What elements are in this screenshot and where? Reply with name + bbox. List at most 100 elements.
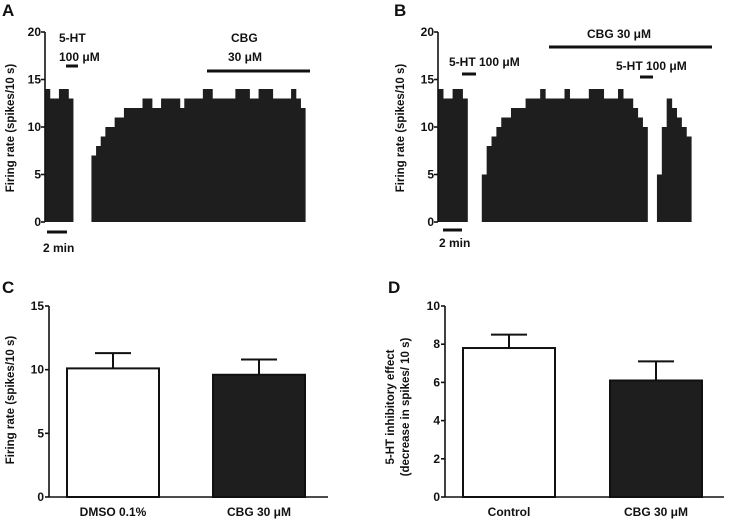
panel-d-y-tick-label: 6: [433, 375, 440, 389]
panel-a-rate-bin: [198, 98, 204, 222]
panel-d-y-tick-label: 10: [427, 299, 441, 313]
panel-a-rate-bin: [258, 89, 264, 222]
panel-c: C 0 5 10 15 Firing rate (spikes/10 s) DMSO …: [2, 278, 328, 519]
panel-b-rate-bin: [545, 98, 551, 222]
panel-b-rate-bin: [525, 98, 532, 222]
panel-a-rate-bin: [277, 98, 283, 222]
panel-d-x-category-label: CBG 30 μM: [624, 505, 688, 519]
panel-c-letter: C: [2, 278, 14, 297]
panel-a-rate-bin: [175, 98, 181, 222]
panel-a-rate-bin: [96, 146, 102, 222]
panel-b-rate-bin: [491, 136, 497, 222]
panel-b-rate-bin: [540, 89, 546, 222]
panel-c-x-category-label: DMSO 0.1%: [80, 505, 147, 519]
panel-b-rate-bin: [452, 89, 459, 222]
panel-a-rate-bin: [58, 89, 65, 222]
panel-a-rate-bin: [184, 98, 190, 222]
panel-a-y-tick-label: 10: [28, 120, 42, 134]
panel-a-rate-bin: [249, 98, 255, 222]
panel-b-rate-bin: [676, 117, 682, 222]
panel-b-rate-bin: [559, 98, 566, 222]
panel-d-bar-1: [462, 347, 556, 498]
panel-a-rate-bin: [267, 89, 274, 222]
panel-a-rate-bin: [272, 98, 278, 222]
panel-b-rate-bin: [593, 89, 600, 222]
panel-b-rate-bin: [627, 98, 634, 222]
panel-a-rate-bin: [156, 108, 162, 222]
panel-a-rate-bin: [207, 89, 213, 222]
panel-b-y-tick-label: 5: [427, 168, 434, 182]
panel-a-rate-bin: [295, 98, 301, 222]
panel-a-y-tick-label: 0: [34, 215, 41, 229]
panel-a-rate-bin: [212, 98, 218, 222]
panel-a-rate-bin: [216, 98, 223, 222]
panel-b-rate-bin: [618, 89, 624, 222]
panel-b-rate-bin: [681, 127, 687, 222]
panel-a-rate-bin: [63, 89, 69, 222]
panel-a-rate-bin: [147, 98, 153, 222]
panel-b-rate-bin: [462, 98, 468, 222]
panel-a-rate-bin: [235, 89, 241, 222]
panel-b-rate-bin: [671, 108, 678, 222]
panel-b-y-tick-label: 10: [421, 120, 435, 134]
panel-b-rate-bin: [574, 98, 580, 222]
panel-a-time-scale-label: 2 min: [43, 241, 74, 255]
panel-b-rate-bin: [613, 98, 619, 222]
panel-a-y-tick-label: 15: [28, 73, 42, 87]
panel-b-rate-bin: [608, 98, 614, 222]
panel-b-rate-bin: [530, 98, 536, 222]
panel-c-y-tick-label: 15: [31, 299, 45, 313]
panel-b-rate-bin: [496, 127, 502, 222]
panel-b-5ht-label-2: 5-HT 100 μM: [616, 59, 687, 73]
panel-a-rate-bin: [142, 98, 148, 222]
panel-c-bar-2: [212, 373, 306, 499]
panel-a-rate-bin: [179, 108, 185, 222]
panel-c-y-tick-label: 5: [37, 426, 44, 440]
panel-d-y-tick-label: 8: [433, 337, 440, 351]
panel-a-rate-bin: [128, 108, 134, 222]
panel-d-y-tick-label: 0: [433, 490, 440, 504]
panel-a-rate-bin: [291, 89, 297, 222]
panel-a: A 0 5 10 15 20 Firing rate (spikes/10 s) 5-H…: [2, 1, 310, 255]
panel-d: D 0 2 4 6 8 10 5-HT inhibitory effect (decrea…: [385, 278, 724, 519]
panel-c-bar-1: [66, 367, 160, 499]
panel-a-rate-bin: [123, 108, 130, 222]
panel-b-rate-bin: [447, 98, 454, 222]
panel-a-rate-bin: [244, 89, 250, 222]
panel-a-rate-bin: [45, 89, 51, 222]
panel-a-rate-bin: [263, 89, 269, 222]
panel-b-y-axis-label: Firing rate (spikes/10 s): [395, 64, 407, 193]
panel-d-bar-2: [609, 379, 703, 498]
panel-a-5ht-label: 5-HT: [59, 31, 86, 45]
panel-a-rate-bin: [188, 98, 195, 222]
panel-b-y-tick-label: 20: [421, 25, 435, 39]
panel-a-rate-bin: [49, 98, 55, 222]
panel-a-rate-bin: [68, 98, 74, 222]
panel-a-rate-bin: [300, 108, 306, 222]
panel-b-cbg-label: CBG 30 μM: [587, 27, 651, 41]
panel-a-rate-bin: [91, 155, 97, 222]
panel-a-rate-bin: [151, 108, 158, 222]
panel-a-rate-bin: [230, 98, 236, 222]
panel-d-letter: D: [388, 278, 400, 297]
panel-b-rate-bin: [510, 108, 517, 222]
panel-b-rate-bin: [535, 98, 541, 222]
panel-b-rate-bin: [579, 98, 585, 222]
panel-b-rate-bin: [642, 127, 648, 222]
panel-a-rate-bin: [170, 98, 176, 222]
panel-b-rate-bin: [686, 136, 692, 222]
panel-b-letter: B: [394, 1, 406, 20]
panel-a-rate-bin: [161, 98, 167, 222]
panel-a-rate-bin: [253, 98, 260, 222]
panel-a-cbg-conc: 30 μM: [228, 50, 262, 64]
panel-a-rate-bin: [193, 98, 199, 222]
panel-c-y-axis-label: Firing rate (spikes/10 s): [5, 336, 17, 465]
panel-a-rate-bin: [240, 89, 246, 222]
panel-b-rate-bin: [588, 89, 595, 222]
panel-b: B 0 5 10 15 20 Firing rate (spikes/10 s) 5-H…: [394, 1, 712, 250]
panel-b-rate-bin: [486, 146, 493, 222]
panel-a-rate-bin: [165, 98, 171, 222]
panel-b-rate-bin: [506, 117, 512, 222]
panel-c-y-tick-label: 0: [37, 490, 44, 504]
panel-b-rate-bin: [501, 117, 507, 222]
